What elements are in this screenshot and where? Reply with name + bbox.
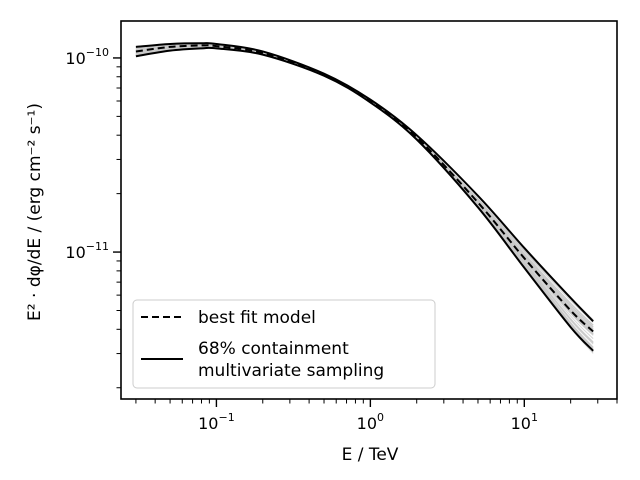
sample-curve — [135, 44, 594, 331]
sample-curve — [135, 46, 594, 326]
sample-curve — [135, 43, 594, 321]
legend-label-best-fit: best fit model — [198, 308, 316, 328]
containment-lower-line — [135, 46, 594, 352]
sample-curve — [135, 44, 594, 326]
best-fit-line — [135, 44, 594, 333]
sample-curve — [135, 46, 594, 328]
sample-curve — [135, 45, 594, 340]
sample-curve — [135, 44, 594, 335]
y-tick-label: 10−11 — [65, 240, 109, 262]
sample-curve — [135, 45, 594, 321]
sample-curve — [135, 45, 594, 331]
sample-curve — [135, 46, 594, 335]
sample-curve — [135, 45, 594, 335]
y-tick-label: 10−10 — [65, 46, 109, 68]
plot-frame — [120, 20, 618, 400]
sample-curve — [135, 45, 594, 330]
sample-curve — [135, 45, 594, 332]
sample-curve — [135, 45, 594, 330]
sample-curve — [135, 43, 594, 343]
chart-lines — [135, 42, 594, 352]
legend: best fit model 68% containment multivaria… — [132, 299, 436, 389]
sample-curve — [135, 44, 594, 326]
x-axis-label: E / TeV — [342, 445, 399, 465]
sample-curve — [135, 44, 594, 336]
sample-curve — [135, 43, 594, 335]
sample-curve — [135, 44, 594, 335]
x-tick-label: 10−1 — [198, 411, 235, 433]
sample-curve — [135, 44, 594, 335]
x-tick-label: 101 — [511, 411, 538, 433]
sample-curve — [135, 43, 594, 345]
legend-box — [132, 299, 436, 389]
sample-curve — [135, 45, 594, 334]
sample-curve — [135, 43, 594, 323]
sample-curve — [135, 44, 594, 328]
containment-upper-line — [135, 42, 594, 322]
sample-curve — [135, 43, 594, 321]
legend-label-line: 68% containment — [198, 339, 349, 359]
tick-labels: 10−1 100 101 10−11 10−10 — [65, 46, 538, 433]
axis-ticks — [113, 57, 618, 407]
legend-label-containment: 68% containment multivariate sampling — [198, 339, 384, 381]
sample-curve — [135, 46, 594, 328]
sample-curve — [135, 43, 594, 343]
sample-curve — [135, 45, 594, 321]
sample-curve — [135, 45, 594, 344]
sample-curve — [135, 45, 594, 328]
y-axis-label: E² · dφ/dE / (erg cm⁻² s⁻¹) — [25, 103, 45, 321]
x-tick-label: 100 — [357, 411, 384, 433]
sample-curve — [135, 44, 594, 333]
legend-label-line: multivariate sampling — [198, 361, 384, 381]
